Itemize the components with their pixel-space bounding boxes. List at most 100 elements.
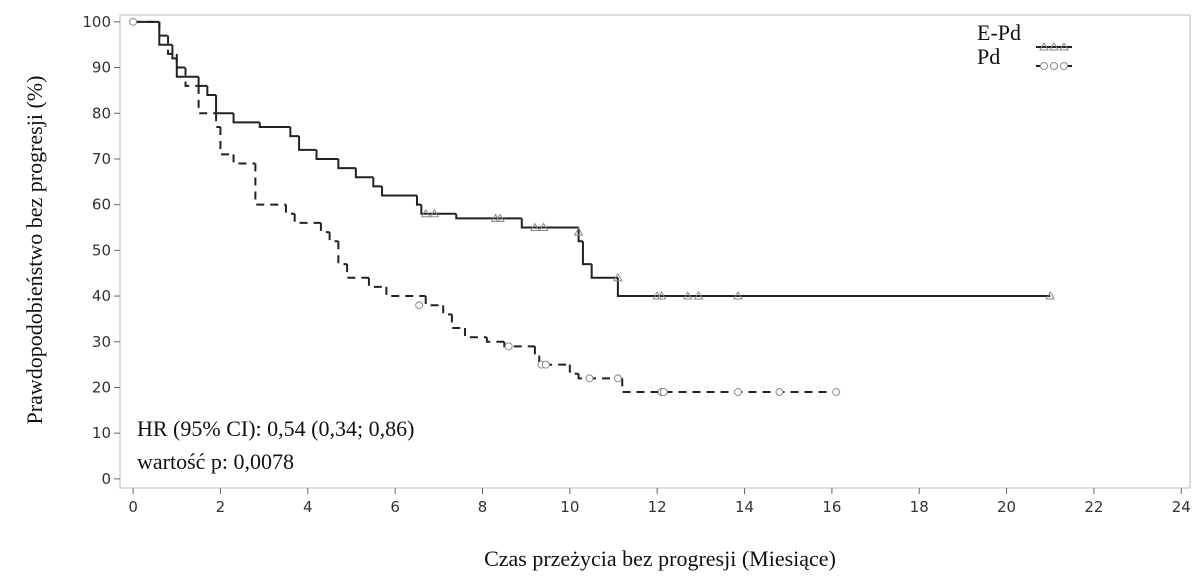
x-tick-label: 18 <box>910 498 929 516</box>
censor-mark <box>693 291 704 300</box>
y-tick-label: 10 <box>92 424 111 442</box>
y-tick-label: 40 <box>92 287 111 305</box>
survival-step <box>284 204 295 215</box>
legend-marker <box>1050 62 1058 70</box>
legend-marker <box>1049 41 1059 51</box>
x-tick-label: 0 <box>128 498 138 516</box>
censor-mark <box>538 222 549 232</box>
y-axis-label: Prawdopodobieństwo bez progresji (%) <box>22 76 47 425</box>
x-tick-label: 12 <box>648 498 667 516</box>
survival-step <box>520 218 579 229</box>
survival-step <box>315 149 339 160</box>
survival-step <box>175 53 186 69</box>
survival-step <box>254 163 286 206</box>
x-tick-label: 20 <box>997 498 1016 516</box>
survival-step <box>381 186 417 197</box>
censor-mark <box>832 388 841 397</box>
censor-mark <box>429 208 440 218</box>
survival-step <box>533 346 540 357</box>
legend-label: E-Pd <box>977 20 1021 45</box>
legend-marker <box>1039 41 1049 51</box>
survival-step <box>337 241 348 266</box>
survival-step <box>590 264 618 279</box>
survival-step <box>420 204 457 215</box>
survival-step <box>577 227 583 243</box>
survival-step <box>289 126 300 138</box>
survival-step <box>293 213 321 224</box>
y-tick-label: 0 <box>101 470 111 488</box>
survival-step <box>258 122 291 128</box>
censor-mark <box>530 222 540 232</box>
annotation: wartość p: 0,0078 <box>137 449 294 474</box>
censor-mark <box>613 272 623 282</box>
survival-step <box>372 177 383 188</box>
survival-step <box>219 126 234 156</box>
x-tick-label: 6 <box>390 498 400 516</box>
survival-step <box>503 341 535 348</box>
survival-step <box>167 35 177 55</box>
survival-step <box>319 222 330 234</box>
x-tick-label: 4 <box>303 498 313 516</box>
survival-step <box>175 58 199 78</box>
x-tick-label: 10 <box>560 498 579 516</box>
survival-step <box>485 337 505 343</box>
survival-step <box>158 21 169 37</box>
censor-mark <box>415 301 424 310</box>
censor-mark <box>495 213 505 222</box>
y-tick-label: 90 <box>92 59 111 77</box>
y-tick-label: 100 <box>82 13 111 31</box>
censor-mark <box>585 374 594 383</box>
censor-mark <box>573 227 584 236</box>
survival-step <box>337 158 356 170</box>
survival-step <box>455 213 522 220</box>
censor-mark <box>682 291 693 300</box>
censor-mark <box>541 360 550 369</box>
survival-step <box>171 44 177 60</box>
annotation: HR (95% CI): 0,54 (0,34; 0,86) <box>137 416 414 441</box>
x-axis-label: Czas przeżycia bez progresji (Miesiące) <box>484 546 836 571</box>
survival-step <box>385 286 426 298</box>
survival-step <box>184 67 199 87</box>
x-tick-label: 22 <box>1084 498 1103 516</box>
censor-mark <box>129 17 138 26</box>
y-tick-label: 80 <box>92 104 111 122</box>
censor-mark <box>420 208 431 218</box>
survival-step <box>215 94 234 115</box>
legend-marker <box>1060 62 1068 70</box>
x-tick-label: 8 <box>478 498 488 516</box>
y-tick-label: 30 <box>92 333 111 351</box>
x-tick-label: 2 <box>216 498 226 516</box>
survival-step <box>232 113 260 124</box>
survival-step <box>568 364 579 375</box>
survival-step <box>538 355 570 366</box>
survival-step <box>415 195 422 206</box>
censor-mark <box>733 388 742 397</box>
y-tick-label: 20 <box>92 378 111 396</box>
survival-step <box>450 314 466 330</box>
legend-marker <box>1040 62 1048 70</box>
survival-step <box>581 241 592 266</box>
y-tick-label: 50 <box>92 241 111 259</box>
plot-frame <box>119 14 1191 489</box>
survival-step <box>158 21 173 46</box>
x-tick-label: 24 <box>1172 498 1191 516</box>
survival-step <box>328 232 339 243</box>
censor-mark <box>504 342 513 351</box>
legend-marker <box>1059 41 1069 51</box>
censor-mark <box>659 388 668 397</box>
survival-step <box>206 85 217 96</box>
x-tick-label: 14 <box>735 498 754 516</box>
x-tick-label: 16 <box>822 498 841 516</box>
survival-step <box>464 328 487 339</box>
survival-step <box>354 168 374 179</box>
survival-step <box>621 378 837 394</box>
survival-step <box>197 76 208 87</box>
y-tick-label: 60 <box>92 196 111 214</box>
survival-step <box>232 154 256 165</box>
survival-step <box>346 264 369 279</box>
censor-mark <box>1045 291 1056 300</box>
survival-step <box>442 305 452 316</box>
censor-mark <box>613 374 622 383</box>
censor-mark <box>733 291 743 300</box>
